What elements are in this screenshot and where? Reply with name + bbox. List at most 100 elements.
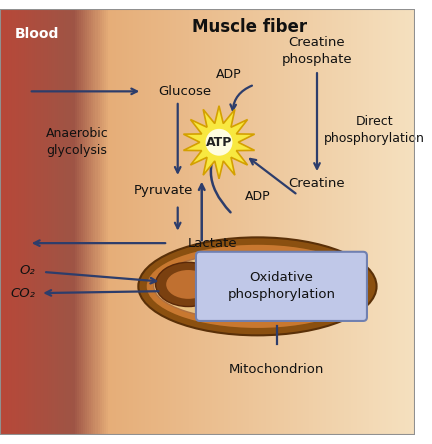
- Bar: [64, 9, 67, 435]
- Bar: [268, 9, 271, 435]
- Bar: [303, 9, 306, 435]
- Bar: [176, 9, 179, 435]
- Bar: [386, 9, 389, 435]
- Bar: [39, 9, 42, 435]
- Text: Mitochondrion: Mitochondrion: [229, 364, 324, 377]
- Bar: [272, 9, 275, 435]
- Text: Muscle fiber: Muscle fiber: [192, 18, 307, 36]
- Bar: [137, 9, 140, 435]
- Bar: [357, 9, 360, 435]
- Bar: [253, 9, 256, 435]
- Bar: [58, 9, 61, 435]
- Bar: [184, 9, 187, 435]
- Bar: [295, 9, 298, 435]
- Bar: [301, 9, 304, 435]
- Bar: [369, 9, 372, 435]
- Bar: [116, 9, 119, 435]
- Bar: [141, 9, 144, 435]
- Bar: [106, 9, 109, 435]
- Bar: [400, 9, 403, 435]
- Text: ADP: ADP: [216, 68, 241, 81]
- Bar: [93, 9, 96, 435]
- Bar: [33, 9, 36, 435]
- Text: Creatine: Creatine: [289, 178, 345, 190]
- Bar: [73, 9, 76, 435]
- Bar: [367, 9, 370, 435]
- Bar: [91, 9, 94, 435]
- Bar: [257, 9, 260, 435]
- Bar: [15, 9, 18, 435]
- Bar: [407, 9, 410, 435]
- Bar: [305, 9, 308, 435]
- Bar: [191, 9, 194, 435]
- Bar: [31, 9, 34, 435]
- Bar: [338, 9, 341, 435]
- Bar: [54, 9, 57, 435]
- Bar: [247, 9, 250, 435]
- Bar: [315, 9, 318, 435]
- Text: Blood: Blood: [14, 27, 59, 41]
- Bar: [25, 9, 28, 435]
- Bar: [245, 9, 248, 435]
- Bar: [353, 9, 356, 435]
- Bar: [328, 9, 331, 435]
- Bar: [145, 9, 148, 435]
- Bar: [374, 9, 377, 435]
- Bar: [355, 9, 358, 435]
- Bar: [129, 9, 132, 435]
- Bar: [349, 9, 352, 435]
- Text: O₂: O₂: [19, 264, 35, 277]
- Bar: [380, 9, 383, 435]
- Bar: [206, 9, 209, 435]
- Text: Glucose: Glucose: [159, 85, 212, 98]
- Bar: [224, 9, 227, 435]
- Bar: [135, 9, 138, 435]
- Text: ATP: ATP: [206, 136, 232, 149]
- Bar: [46, 9, 49, 435]
- Bar: [228, 9, 231, 435]
- Bar: [44, 9, 47, 435]
- FancyBboxPatch shape: [196, 252, 367, 321]
- Bar: [413, 9, 416, 435]
- Bar: [41, 9, 44, 435]
- Bar: [292, 9, 295, 435]
- Bar: [290, 9, 293, 435]
- Bar: [340, 9, 343, 435]
- Bar: [98, 9, 101, 435]
- Bar: [235, 9, 238, 435]
- Text: ADP: ADP: [245, 190, 270, 203]
- Bar: [83, 9, 86, 435]
- Bar: [365, 9, 368, 435]
- Bar: [23, 9, 26, 435]
- Bar: [388, 9, 391, 435]
- Bar: [203, 9, 206, 435]
- Bar: [0, 9, 3, 435]
- Bar: [193, 9, 196, 435]
- Bar: [270, 9, 273, 435]
- Bar: [409, 9, 412, 435]
- Bar: [230, 9, 233, 435]
- Bar: [336, 9, 339, 435]
- Bar: [382, 9, 385, 435]
- Bar: [60, 9, 63, 435]
- Bar: [390, 9, 393, 435]
- Ellipse shape: [146, 244, 369, 329]
- Bar: [264, 9, 267, 435]
- Bar: [121, 9, 124, 435]
- Bar: [378, 9, 381, 435]
- Bar: [104, 9, 107, 435]
- Bar: [214, 9, 217, 435]
- Bar: [2, 9, 5, 435]
- Bar: [403, 9, 406, 435]
- Bar: [172, 9, 175, 435]
- Bar: [77, 9, 80, 435]
- Bar: [237, 9, 240, 435]
- Bar: [37, 9, 40, 435]
- Bar: [87, 9, 90, 435]
- Bar: [187, 9, 190, 435]
- Text: Direct
phosphorylation: Direct phosphorylation: [324, 115, 425, 145]
- Text: CO₂: CO₂: [10, 286, 35, 300]
- Bar: [284, 9, 287, 435]
- Bar: [152, 9, 155, 435]
- Bar: [195, 9, 198, 435]
